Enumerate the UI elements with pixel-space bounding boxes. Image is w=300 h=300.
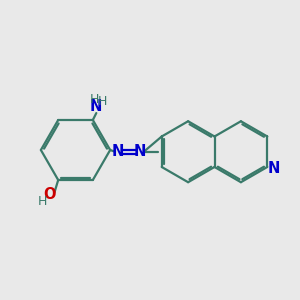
- Text: N: N: [134, 144, 146, 159]
- Text: H: H: [90, 93, 99, 106]
- Text: N: N: [90, 99, 103, 114]
- Text: H: H: [38, 195, 47, 208]
- Text: N: N: [267, 161, 280, 176]
- Text: N: N: [112, 144, 124, 159]
- Text: O: O: [44, 187, 56, 202]
- Text: H: H: [98, 95, 108, 108]
